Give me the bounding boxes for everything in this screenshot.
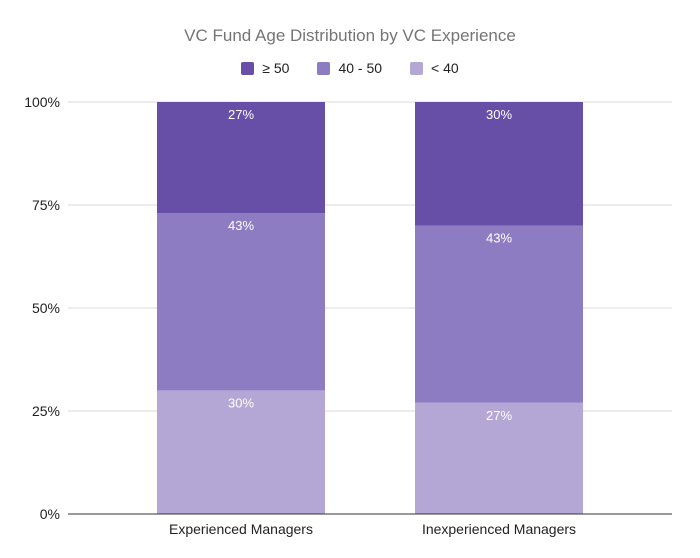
bar-segment	[157, 102, 325, 214]
data-label: 30%	[228, 395, 254, 410]
data-label: 30%	[486, 107, 512, 122]
y-tick-label: 50%	[32, 300, 60, 316]
legend-swatch-50-plus	[241, 61, 255, 75]
bar-segment	[157, 390, 325, 514]
legend-label-50-plus: ≥ 50	[262, 60, 290, 76]
legend-swatch-40-50	[317, 61, 331, 75]
legend-item-40-50: 40 - 50	[317, 60, 382, 76]
legend-item-under-40: < 40	[410, 60, 459, 76]
y-tick-label: 75%	[32, 197, 60, 213]
y-tick-label: 25%	[32, 403, 60, 419]
legend-label-40-50: 40 - 50	[338, 60, 383, 76]
y-tick-label: 100%	[24, 94, 60, 110]
legend: ≥ 50 40 - 50 < 40	[0, 60, 700, 76]
bar-segment	[157, 213, 325, 391]
x-tick-label: Inexperienced Managers	[422, 521, 576, 537]
bar-segment	[415, 402, 583, 514]
data-label: 43%	[228, 218, 254, 233]
data-label: 43%	[486, 231, 512, 246]
data-label: 27%	[486, 408, 512, 423]
y-tick-label: 0%	[40, 506, 60, 522]
chart-title: VC Fund Age Distribution by VC Experienc…	[184, 26, 516, 45]
bar-segment	[415, 102, 583, 226]
legend-item-50-plus: ≥ 50	[241, 60, 289, 76]
data-label: 27%	[228, 107, 254, 122]
legend-label-under-40: < 40	[431, 60, 459, 76]
legend-swatch-under-40	[410, 61, 424, 75]
bar-segment	[415, 225, 583, 403]
x-tick-label: Experienced Managers	[169, 521, 313, 537]
